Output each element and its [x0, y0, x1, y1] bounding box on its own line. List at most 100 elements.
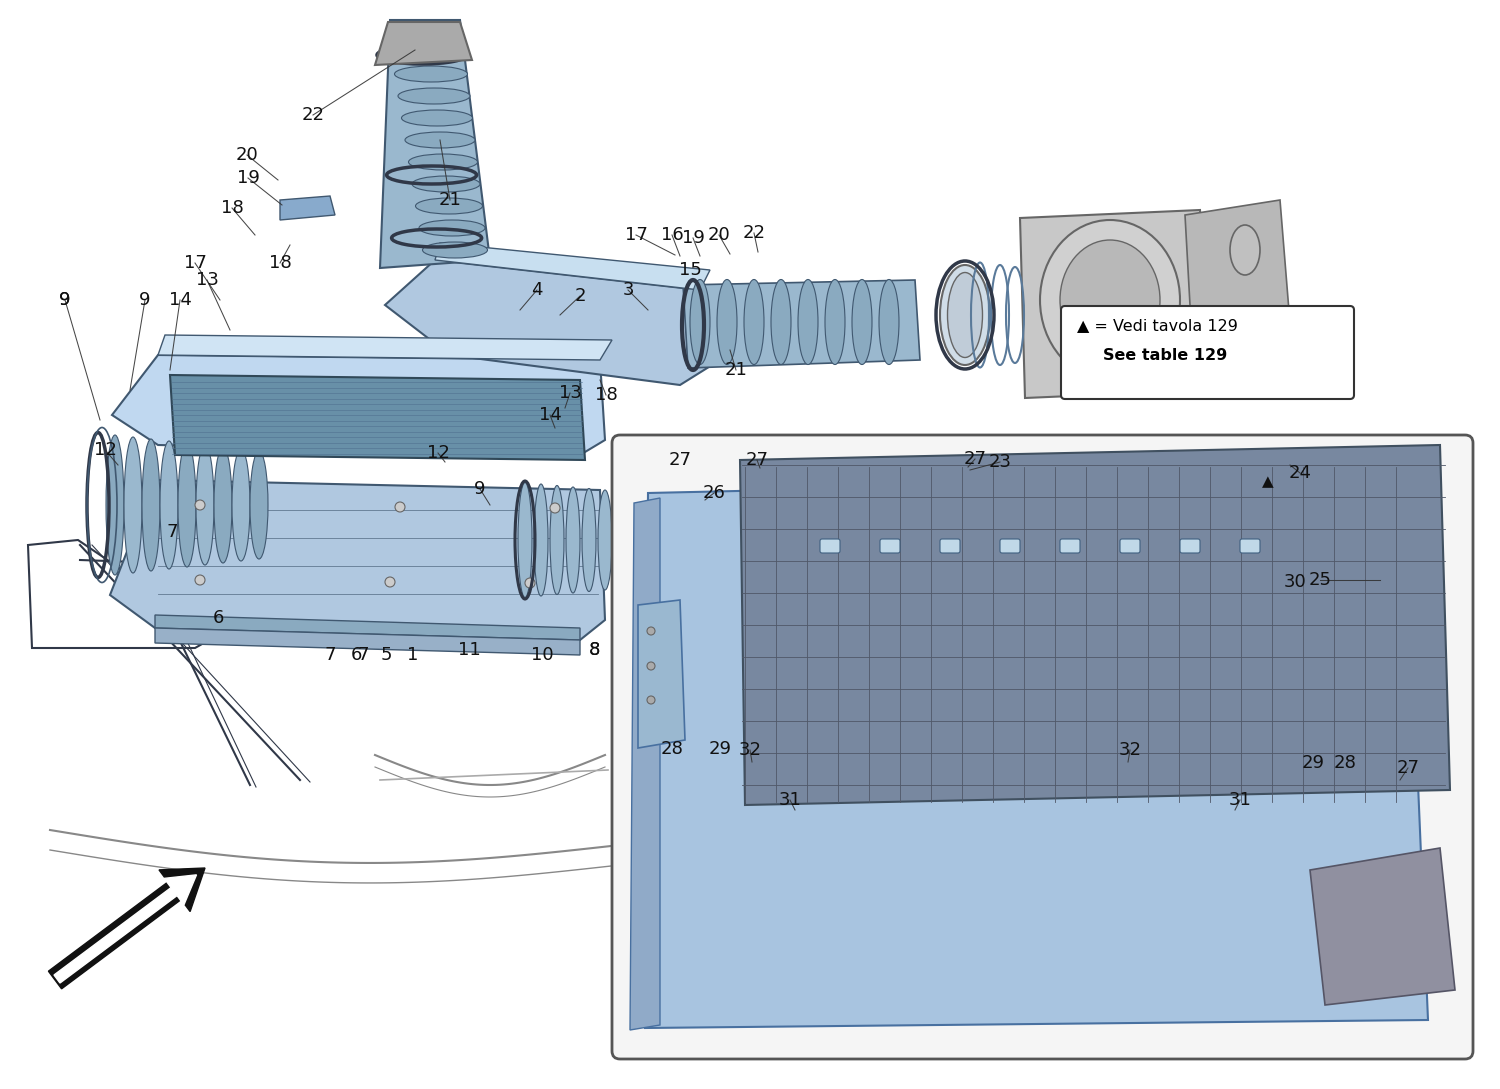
- Ellipse shape: [690, 280, 709, 365]
- Circle shape: [646, 627, 656, 635]
- Circle shape: [195, 500, 206, 510]
- Ellipse shape: [1060, 240, 1160, 360]
- Text: 31: 31: [1228, 791, 1251, 809]
- Text: 9: 9: [140, 291, 150, 309]
- Polygon shape: [280, 196, 334, 220]
- Text: 16: 16: [660, 227, 684, 244]
- Ellipse shape: [582, 489, 596, 591]
- Polygon shape: [638, 600, 686, 748]
- Polygon shape: [170, 375, 585, 460]
- Text: 14: 14: [538, 406, 561, 424]
- Polygon shape: [1020, 210, 1210, 397]
- Polygon shape: [112, 355, 604, 455]
- Text: 27: 27: [669, 451, 692, 469]
- Text: 29: 29: [1302, 754, 1324, 772]
- Ellipse shape: [423, 242, 488, 258]
- Ellipse shape: [408, 154, 477, 170]
- Text: 20: 20: [708, 227, 730, 244]
- FancyBboxPatch shape: [612, 435, 1473, 1059]
- Ellipse shape: [798, 280, 818, 365]
- FancyBboxPatch shape: [821, 539, 840, 553]
- Text: 29: 29: [708, 741, 732, 758]
- Text: 31: 31: [778, 791, 801, 809]
- Text: ▲ = Vedi tavola 129: ▲ = Vedi tavola 129: [1077, 318, 1238, 333]
- FancyBboxPatch shape: [880, 539, 900, 553]
- Ellipse shape: [879, 280, 898, 365]
- Ellipse shape: [825, 280, 844, 365]
- FancyArrow shape: [48, 868, 206, 989]
- Polygon shape: [154, 628, 580, 654]
- Ellipse shape: [178, 443, 196, 567]
- Ellipse shape: [394, 66, 468, 82]
- Ellipse shape: [142, 439, 160, 571]
- Text: 13: 13: [195, 271, 219, 289]
- Text: ▲: ▲: [1262, 475, 1274, 489]
- Text: 30: 30: [1284, 573, 1306, 591]
- Polygon shape: [645, 476, 1428, 1028]
- Text: 24: 24: [1288, 464, 1311, 482]
- Polygon shape: [158, 335, 612, 360]
- Text: 22: 22: [742, 224, 765, 242]
- Polygon shape: [154, 615, 580, 640]
- Text: 21: 21: [724, 360, 747, 379]
- FancyBboxPatch shape: [940, 539, 960, 553]
- Circle shape: [646, 662, 656, 670]
- Text: 3: 3: [622, 281, 633, 299]
- Ellipse shape: [852, 280, 871, 365]
- Text: 32: 32: [738, 741, 762, 759]
- Ellipse shape: [124, 437, 142, 573]
- Circle shape: [386, 577, 394, 587]
- Circle shape: [394, 502, 405, 512]
- Polygon shape: [1185, 200, 1294, 395]
- Ellipse shape: [1230, 225, 1260, 276]
- Text: 23: 23: [988, 453, 1011, 472]
- Ellipse shape: [744, 280, 764, 365]
- FancyArrow shape: [54, 874, 196, 983]
- Text: 19: 19: [237, 169, 260, 187]
- Circle shape: [646, 696, 656, 703]
- Text: 18: 18: [268, 254, 291, 272]
- Ellipse shape: [598, 490, 612, 590]
- Ellipse shape: [1040, 220, 1180, 380]
- Polygon shape: [740, 445, 1450, 805]
- Text: See table 129: See table 129: [1102, 348, 1227, 363]
- Text: 8: 8: [588, 641, 600, 659]
- FancyBboxPatch shape: [1180, 539, 1200, 553]
- Ellipse shape: [196, 445, 214, 565]
- FancyBboxPatch shape: [1060, 539, 1080, 553]
- Ellipse shape: [518, 482, 532, 598]
- Text: 15: 15: [678, 261, 702, 279]
- Circle shape: [195, 575, 206, 585]
- Text: 6: 6: [213, 609, 223, 627]
- Circle shape: [550, 503, 560, 513]
- Text: 8: 8: [588, 641, 600, 659]
- Text: 7: 7: [166, 523, 177, 541]
- Text: 27: 27: [746, 451, 768, 469]
- Text: 27: 27: [963, 450, 987, 468]
- Text: 9: 9: [60, 291, 70, 309]
- Ellipse shape: [534, 484, 548, 596]
- Text: 9: 9: [60, 291, 70, 309]
- Polygon shape: [380, 20, 490, 268]
- Text: 6: 6: [351, 646, 361, 664]
- Ellipse shape: [717, 280, 736, 365]
- Ellipse shape: [566, 487, 580, 594]
- Text: 18: 18: [220, 199, 243, 217]
- Ellipse shape: [405, 132, 476, 148]
- Circle shape: [525, 578, 536, 588]
- Ellipse shape: [550, 486, 564, 595]
- Ellipse shape: [402, 110, 472, 126]
- FancyBboxPatch shape: [1060, 306, 1354, 399]
- Ellipse shape: [416, 198, 483, 215]
- Text: 26: 26: [702, 484, 726, 502]
- Ellipse shape: [251, 451, 268, 559]
- Text: 11: 11: [458, 641, 480, 659]
- FancyBboxPatch shape: [1000, 539, 1020, 553]
- Ellipse shape: [940, 265, 990, 365]
- Text: 5: 5: [381, 646, 392, 664]
- Text: 7: 7: [357, 646, 369, 664]
- Ellipse shape: [387, 22, 462, 38]
- Polygon shape: [110, 480, 604, 640]
- Text: 12: 12: [426, 444, 450, 462]
- Ellipse shape: [419, 220, 484, 236]
